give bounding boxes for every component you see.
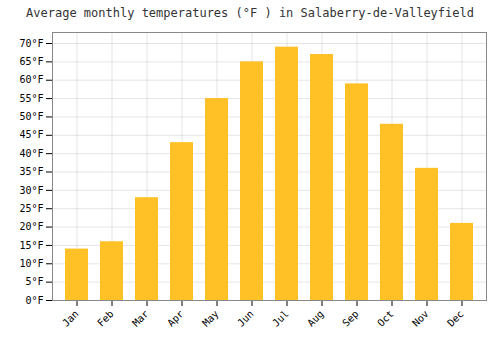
svg-text:Aug: Aug [305,308,326,329]
svg-text:70°F: 70°F [19,38,43,49]
svg-text:Mar: Mar [130,308,151,329]
svg-text:Oct: Oct [375,308,396,329]
svg-text:20°F: 20°F [19,221,43,232]
svg-text:40°F: 40°F [19,148,43,159]
html-text:Average monthly temperatures (: Average monthly temperatures (°F ) in Sa… [26,6,474,20]
svg-text:35°F: 35°F [19,166,43,177]
svg-text:50°F: 50°F [19,111,43,122]
svg-text:Jun: Jun [235,308,256,329]
svg-text:Nov: Nov [410,308,431,329]
svg-text:Sep: Sep [340,308,361,329]
svg-text:55°F: 55°F [19,93,43,104]
svg-text:Jan: Jan [60,308,81,329]
svg-text:Dec: Dec [445,308,466,329]
svg-text:45°F: 45°F [19,129,43,140]
svg-text:65°F: 65°F [19,56,43,67]
svg-text:Feb: Feb [95,308,116,329]
svg-text:Jul: Jul [270,308,291,329]
svg-text:May: May [200,308,221,329]
svg-text:25°F: 25°F [19,203,43,214]
svg-text:60°F: 60°F [19,74,43,85]
svg-text:Apr: Apr [165,308,186,329]
svg-text:15°F: 15°F [19,240,43,251]
svg-text:0°F: 0°F [25,295,43,306]
svg-text:5°F: 5°F [25,276,43,287]
svg-text:10°F: 10°F [19,258,43,269]
svg-text:30°F: 30°F [19,185,43,196]
